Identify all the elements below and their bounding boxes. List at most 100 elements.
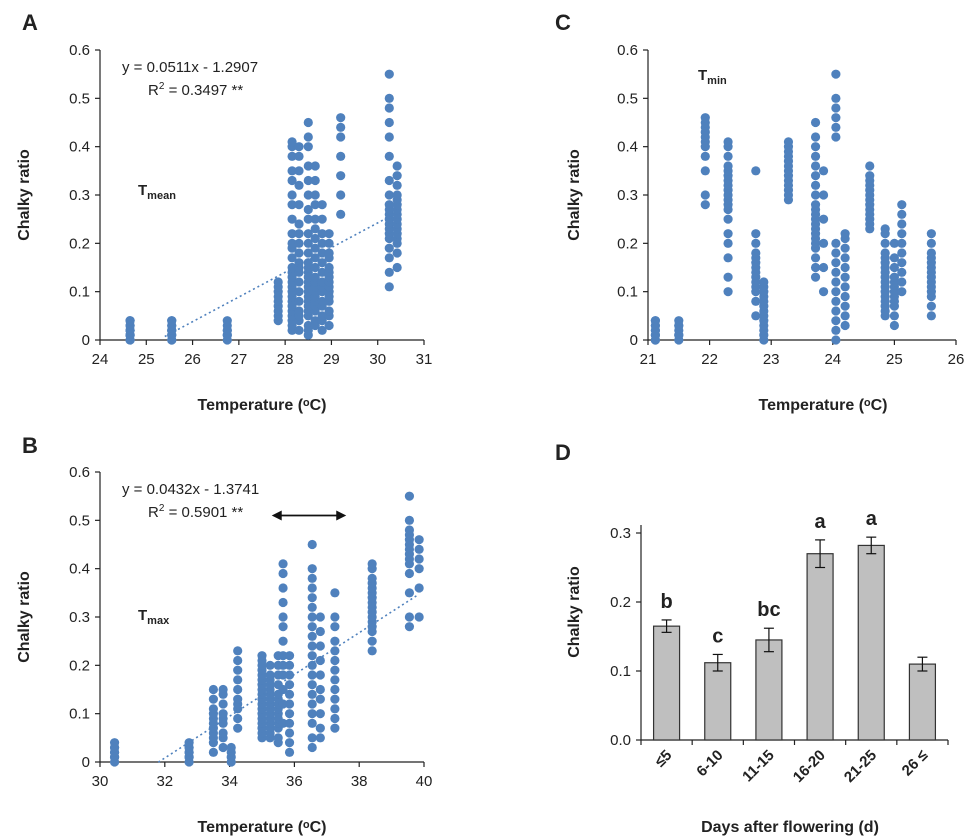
- data-point: [278, 559, 288, 569]
- data-point: [330, 675, 340, 685]
- data-point: [367, 636, 377, 646]
- data-point: [287, 151, 297, 161]
- category-label: 26 ≤: [899, 747, 932, 780]
- data-point: [218, 709, 228, 719]
- data-point: [330, 655, 340, 666]
- data-point: [294, 219, 304, 229]
- data-point: [831, 93, 841, 103]
- data-point: [330, 665, 340, 675]
- data-point: [404, 612, 415, 622]
- y-tick-label: 0.6: [69, 464, 90, 481]
- data-point: [294, 296, 304, 306]
- panel-label: A: [22, 10, 38, 35]
- bar: [704, 662, 732, 741]
- data-point: [284, 718, 295, 728]
- x-tick-label: 38: [351, 773, 368, 790]
- data-point: [367, 573, 377, 583]
- data-point: [278, 660, 288, 670]
- y-tick-label: 0.6: [69, 42, 90, 59]
- r-squared: R2 = 0.5901 **: [148, 503, 243, 521]
- bar: [806, 553, 834, 741]
- data-point: [315, 626, 325, 637]
- y-axis-title: Chalky ratio: [566, 566, 583, 658]
- data-point: [336, 122, 346, 132]
- y-tick-label: 0.1: [610, 663, 631, 680]
- data-point: [384, 151, 394, 161]
- data-point: [897, 248, 907, 258]
- data-point: [324, 238, 334, 248]
- data-point: [840, 320, 850, 331]
- data-point: [831, 122, 841, 132]
- data-point: [294, 258, 304, 268]
- data-point: [278, 583, 288, 593]
- data-point: [233, 713, 243, 724]
- data-point: [310, 316, 320, 326]
- data-point: [367, 559, 377, 569]
- x-tick-label: 27: [231, 351, 248, 368]
- bar: [908, 663, 937, 741]
- data-point: [751, 166, 761, 176]
- data-point: [330, 704, 340, 714]
- x-tick-label: 31: [416, 351, 433, 368]
- data-point: [109, 738, 120, 748]
- data-point: [294, 325, 304, 335]
- data-point: [233, 675, 243, 685]
- category-label: 16-20: [790, 747, 829, 786]
- data-point: [926, 238, 936, 248]
- data-point: [284, 747, 295, 757]
- data-point: [294, 248, 304, 258]
- annotation-sub: mean: [147, 190, 176, 202]
- temperature-annotation: Tmin: [698, 67, 727, 87]
- data-point: [810, 132, 821, 142]
- data-point: [303, 248, 313, 258]
- y-tick-label: 0.3: [610, 525, 631, 542]
- r-squared-prefix: R: [148, 82, 159, 99]
- data-point: [317, 238, 327, 248]
- data-point: [840, 301, 850, 311]
- y-tick-label: 0: [630, 332, 638, 349]
- data-point: [287, 200, 297, 210]
- x-tick-label: 30: [369, 351, 386, 368]
- data-point: [294, 200, 304, 210]
- y-tick-label: 0.3: [69, 609, 90, 626]
- y-tick-label: 0.2: [69, 235, 90, 252]
- data-point: [880, 224, 890, 234]
- data-point: [897, 258, 907, 268]
- data-point: [317, 311, 327, 321]
- data-point: [810, 151, 821, 161]
- data-point: [831, 267, 841, 277]
- data-point: [897, 200, 907, 210]
- x-tick-label: 21: [640, 351, 657, 368]
- data-point: [330, 723, 340, 733]
- data-point: [294, 277, 304, 287]
- data-point: [294, 306, 304, 316]
- data-point: [265, 660, 275, 670]
- data-point: [330, 713, 340, 724]
- data-point: [278, 597, 288, 608]
- data-point: [384, 103, 394, 113]
- data-point: [831, 113, 841, 123]
- data-point: [294, 166, 304, 176]
- data-point: [307, 742, 317, 753]
- r-squared-sup: 2: [159, 81, 165, 92]
- data-point: [840, 272, 850, 282]
- data-point: [287, 175, 297, 186]
- data-point: [336, 151, 346, 161]
- data-point: [810, 253, 821, 263]
- data-point: [751, 311, 761, 321]
- data-point: [303, 190, 313, 200]
- data-point: [831, 287, 841, 297]
- data-point: [897, 209, 907, 219]
- y-tick-label: 0.2: [610, 594, 631, 611]
- data-point: [392, 180, 402, 190]
- data-point: [367, 646, 377, 656]
- data-point: [889, 262, 900, 273]
- data-point: [284, 709, 295, 719]
- data-point: [310, 233, 320, 244]
- data-point: [218, 699, 228, 709]
- data-point: [294, 229, 304, 239]
- x-axis-title: Temperature (ᵒC): [198, 397, 327, 414]
- data-point: [384, 282, 394, 292]
- data-point: [384, 69, 394, 79]
- data-point: [307, 670, 317, 680]
